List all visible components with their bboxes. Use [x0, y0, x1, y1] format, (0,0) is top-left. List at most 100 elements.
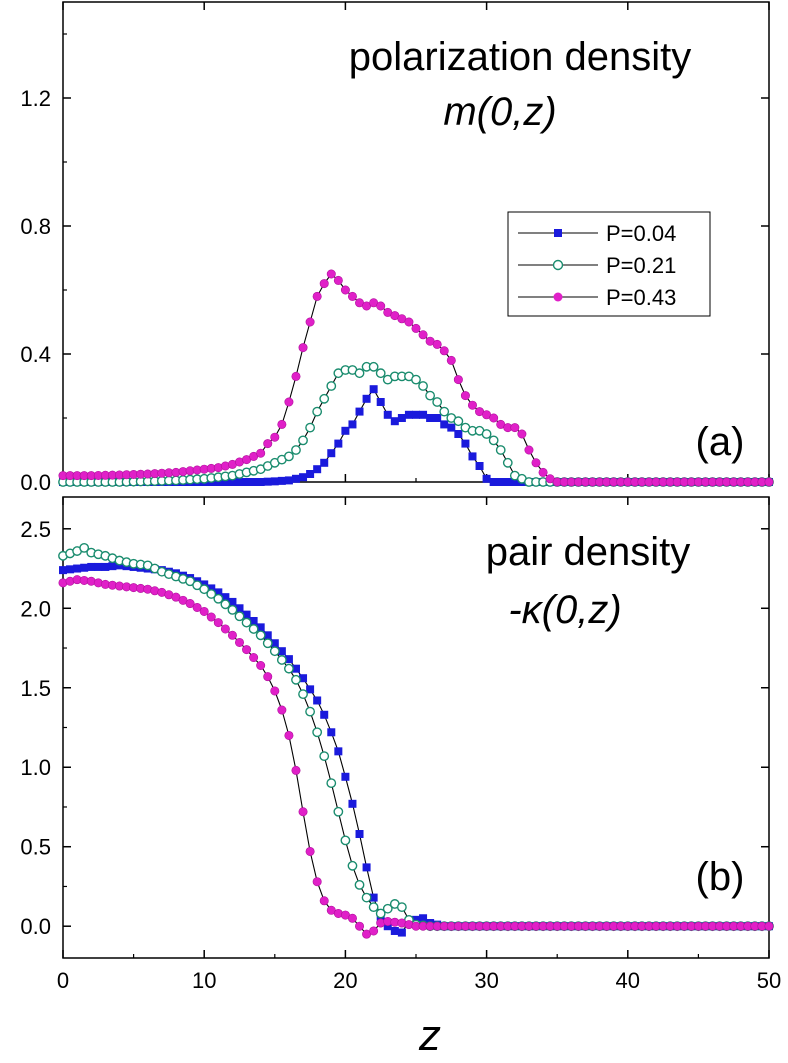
data-point: [390, 926, 399, 935]
series-line: [62, 547, 769, 927]
data-point: [305, 317, 315, 327]
data-point: [242, 610, 251, 619]
data-point: [248, 624, 259, 634]
data-point: [227, 630, 237, 640]
data-point: [306, 470, 315, 478]
data-point: [277, 705, 287, 715]
data-point: [255, 630, 266, 641]
data-point: [334, 439, 343, 448]
x-tick-label: 20: [333, 968, 357, 993]
data-point: [101, 562, 110, 571]
data-point: [298, 343, 308, 353]
data-point: [242, 645, 252, 655]
legend: P=0.04 P=0.21 P=0.43: [507, 211, 711, 317]
data-point: [418, 330, 428, 340]
data-point: [446, 355, 456, 365]
data-point: [235, 637, 245, 647]
data-point: [270, 477, 279, 486]
data-point: [276, 655, 287, 665]
data-point: [305, 846, 315, 856]
data-point: [263, 477, 272, 486]
panel-a-label: (a): [696, 420, 745, 464]
data-point: [320, 458, 329, 467]
data-point: [354, 368, 365, 379]
data-point: [256, 661, 266, 671]
data-point: [66, 565, 75, 574]
data-point: [369, 893, 378, 902]
data-point: [383, 922, 392, 931]
data-point: [319, 279, 329, 289]
data-point: [460, 391, 470, 401]
data-point: [277, 419, 287, 429]
legend-marker: [553, 292, 563, 302]
data-point: [426, 414, 435, 422]
data-point: [440, 420, 449, 429]
data-point: [327, 728, 336, 737]
data-point: [270, 639, 279, 648]
data-point: [277, 647, 286, 656]
data-point: [192, 602, 202, 612]
panel-b-series: [58, 542, 774, 939]
data-point: [333, 806, 344, 817]
data-point: [396, 902, 407, 913]
data-point: [382, 903, 393, 914]
data-point: [347, 291, 357, 301]
y-tick-label: 1.5: [20, 676, 51, 701]
data-point: [108, 562, 117, 571]
data-point: [206, 589, 217, 599]
data-point: [489, 413, 499, 423]
data-point: [284, 397, 294, 407]
data-point: [312, 877, 322, 887]
data-point: [305, 422, 315, 433]
data-point: [461, 439, 470, 448]
series-line: [63, 388, 769, 483]
data-point: [270, 686, 280, 696]
data-point: [291, 371, 301, 381]
data-point: [291, 674, 301, 685]
data-point: [291, 474, 300, 483]
panel-a-title: polarization density: [349, 35, 691, 79]
data-point: [348, 799, 357, 808]
data-point: [319, 751, 330, 762]
data-point: [298, 435, 308, 446]
data-point: [327, 449, 336, 458]
data-point: [375, 368, 386, 379]
y-tick-label: 1.0: [20, 755, 51, 780]
legend-label: P=0.21: [606, 253, 676, 278]
data-point: [397, 414, 406, 422]
data-point: [368, 361, 379, 372]
data-point: [206, 612, 216, 622]
panel-b-label: (b): [696, 855, 745, 899]
data-point: [284, 655, 293, 664]
data-point: [355, 830, 364, 839]
data-point: [284, 663, 294, 674]
data-point: [538, 467, 548, 477]
data-point: [475, 462, 484, 470]
data-point: [319, 896, 329, 906]
data-point: [362, 394, 371, 403]
data-point: [319, 393, 330, 404]
panel-b-ticks: 0.0 0.5 1.0 1.5 2.0 2.5 0 10 20 30 40 50: [20, 497, 781, 993]
data-point: [227, 604, 238, 615]
data-point: [488, 435, 499, 446]
panel-a-ticks: 0.0 0.4 0.8 1.2: [20, 2, 770, 495]
x-tick-label: 30: [474, 968, 498, 993]
data-point: [517, 429, 527, 439]
data-point: [418, 381, 428, 391]
data-point: [397, 928, 406, 937]
x-axis-label: z: [418, 1011, 441, 1060]
data-point: [439, 346, 449, 356]
panel-a-series: [58, 269, 774, 487]
y-tick-label: 1.2: [20, 86, 51, 111]
data-point: [221, 593, 230, 602]
data-point: [419, 410, 428, 419]
data-point: [291, 445, 301, 455]
data-point: [764, 477, 774, 487]
data-point: [213, 618, 223, 628]
data-point: [326, 778, 337, 789]
data-point: [495, 445, 506, 455]
data-point: [368, 902, 379, 913]
legend-label: P=0.43: [606, 285, 676, 310]
data-point: [467, 400, 477, 410]
